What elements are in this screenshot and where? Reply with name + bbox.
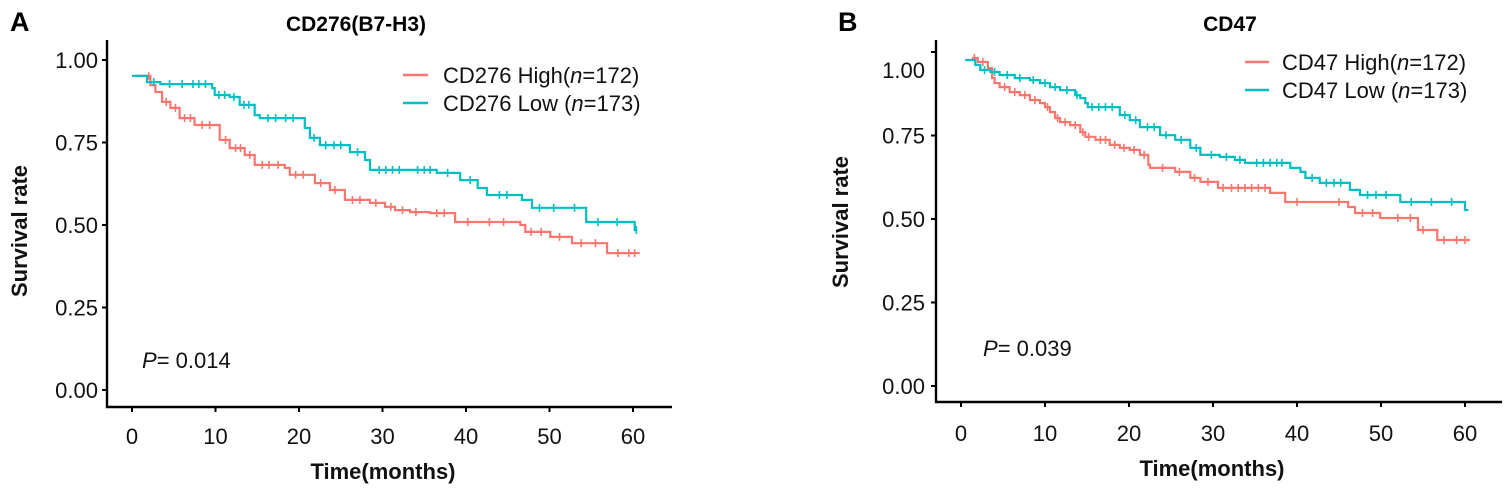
axes-b <box>934 40 1502 404</box>
x-tick-label: 30 <box>1201 421 1225 446</box>
y-tick-label: 0.75 <box>55 131 98 156</box>
legend-label-n: n <box>570 63 582 88</box>
panel-label-b: B <box>838 7 858 37</box>
legend-item-high: CD47 High(n=172) <box>1245 50 1466 75</box>
y-tick-label: 0.25 <box>55 296 98 321</box>
y-ticks-a: 0.00 0.25 0.50 0.75 1.00 <box>55 48 107 403</box>
y-tick-label: 1.00 <box>55 48 98 73</box>
panel-a-cd276: A CD276(B7-H3) Survival rate Time(months… <box>7 7 672 484</box>
legend-label-suffix: =172) <box>1409 50 1466 75</box>
x-tick-label: 60 <box>1453 421 1477 446</box>
legend-label: CD276 Low (n=173) <box>443 91 641 116</box>
survival-curve-high <box>971 56 1470 242</box>
series-low-b <box>965 58 1469 212</box>
x-tick-label: 10 <box>1033 421 1057 446</box>
series-low-a <box>132 74 638 234</box>
legend-a: CD276 High(n=172)CD276 Low (n=173) <box>403 63 641 116</box>
survival-curve-high <box>135 74 640 255</box>
curves-a <box>132 71 640 258</box>
legend-label-prefix: CD47 High( <box>1282 50 1398 75</box>
x-tick-label: 20 <box>287 424 311 449</box>
y-tick-label: 0.00 <box>882 374 925 399</box>
y-tick-label: 0.50 <box>55 213 98 238</box>
panel-b-cd47: B CD47 Survival rate Time(months) 0.000.… <box>828 7 1502 481</box>
legend-item-low: CD47 Low (n=173) <box>1245 78 1467 103</box>
y-tick-label: 1.00 <box>882 58 925 83</box>
legend-label-prefix: CD276 High( <box>443 63 571 88</box>
legend-label: CD47 High(n=172) <box>1282 50 1466 75</box>
p-text-a: = 0.014 <box>157 348 231 373</box>
legend-label-suffix: =173) <box>1410 78 1467 103</box>
x-tick-label: 0 <box>955 421 967 446</box>
legend-label: CD47 Low (n=173) <box>1282 78 1467 103</box>
legend-label-suffix: =173) <box>584 91 641 116</box>
y-tick-label: 0.25 <box>882 291 925 316</box>
x-tick-label: 0 <box>126 424 138 449</box>
x-tick-label: 30 <box>370 424 394 449</box>
legend-label-n: n <box>1398 78 1410 103</box>
p-symbol-a: P <box>142 348 157 373</box>
x-ticks-b: 0 10 20 30 40 50 60 <box>955 402 1477 446</box>
legend-item-high: CD276 High(n=172) <box>403 63 639 88</box>
legend-label-prefix: CD47 Low ( <box>1282 78 1399 103</box>
p-value-b: P= 0.039 <box>983 336 1072 361</box>
legend-b: CD47 High(n=172)CD47 Low (n=173) <box>1245 50 1467 103</box>
y-tick-label: 0.50 <box>882 207 925 232</box>
x-axis-title-b: Time(months) <box>1139 456 1284 481</box>
legend-label-n: n <box>571 91 583 116</box>
y-tick-label: 0.00 <box>55 378 98 403</box>
x-tick-label: 40 <box>1285 421 1309 446</box>
panel-label-a: A <box>10 7 30 37</box>
x-tick-label: 60 <box>621 424 645 449</box>
x-tick-label: 40 <box>454 424 478 449</box>
x-tick-label: 20 <box>1117 421 1141 446</box>
legend-label: CD276 High(n=172) <box>443 63 639 88</box>
series-high-b <box>971 54 1470 245</box>
y-tick-label: 0.75 <box>882 124 925 149</box>
axes-a <box>105 40 672 409</box>
y-ticks-b: 0.00 0.25 0.50 0.75 1.00 <box>882 51 936 399</box>
p-symbol-b: P <box>983 336 998 361</box>
legend-item-low: CD276 Low (n=173) <box>403 91 641 116</box>
y-axis-title-b: Survival rate <box>828 156 853 288</box>
x-tick-label: 50 <box>1369 421 1393 446</box>
chart-title-b: CD47 <box>1203 13 1257 36</box>
x-tick-label: 50 <box>537 424 561 449</box>
legend-label-prefix: CD276 Low ( <box>443 91 572 116</box>
legend-label-suffix: =172) <box>582 63 639 88</box>
legend-label-n: n <box>1397 50 1409 75</box>
x-ticks-a: 0 10 20 30 40 50 60 <box>126 407 645 449</box>
curves-b <box>965 54 1470 245</box>
series-high-a <box>135 71 640 258</box>
chart-title-a: CD276(B7-H3) <box>286 13 426 36</box>
y-axis-title-a: Survival rate <box>7 165 32 297</box>
survival-curve-low <box>132 74 638 232</box>
p-value-a: P= 0.014 <box>142 348 231 373</box>
x-axis-title-a: Time(months) <box>310 459 455 484</box>
p-text-b: = 0.039 <box>998 336 1072 361</box>
x-tick-label: 10 <box>203 424 227 449</box>
